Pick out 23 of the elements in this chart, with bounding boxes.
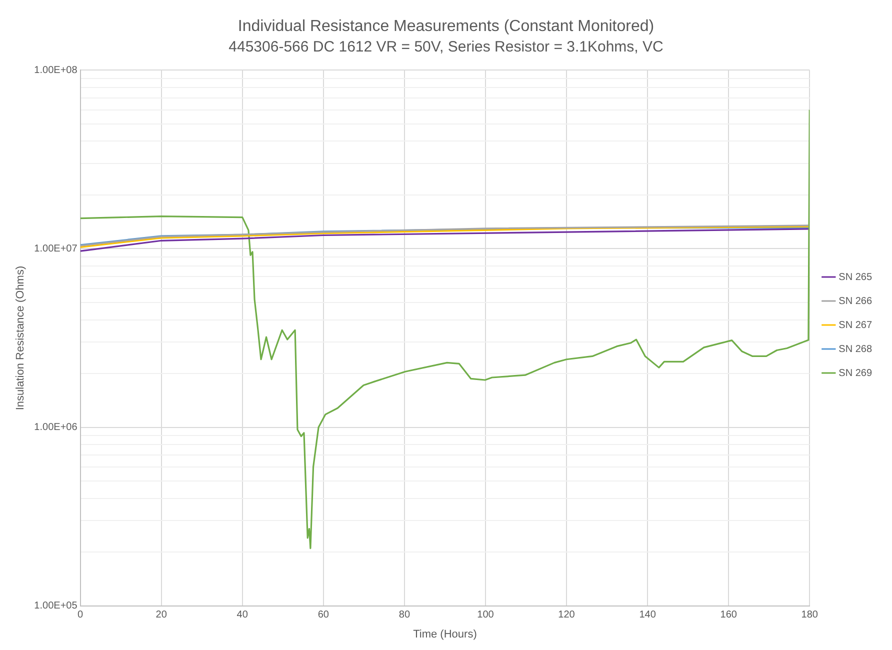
x-tick-label: 140 bbox=[639, 610, 656, 621]
x-tick-label: 80 bbox=[398, 610, 410, 621]
y-tick-label: 1.00E+08 bbox=[34, 64, 78, 76]
y-tick-label: 1.00E+07 bbox=[34, 243, 78, 254]
x-tick-label: 60 bbox=[318, 610, 330, 621]
legend-label: SN 268 bbox=[838, 344, 872, 355]
x-tick-label: 40 bbox=[236, 610, 248, 621]
x-axis-title: Time (Hours) bbox=[413, 628, 477, 640]
x-tick-label: 0 bbox=[78, 610, 84, 621]
legend-label: SN 266 bbox=[838, 296, 872, 307]
legend-label: SN 265 bbox=[838, 272, 872, 283]
y-axis-title: Insulation Resistance (Ohms) bbox=[14, 266, 27, 410]
x-tick-label: 180 bbox=[801, 610, 818, 621]
x-tick-label: 120 bbox=[558, 610, 576, 621]
y-tick-label: 1.00E+05 bbox=[34, 600, 78, 612]
chart-subtitle: 445306-566 DC 1612 VR = 50V, Series Resistor = 3.1Kohms, VC bbox=[228, 38, 664, 56]
x-tick-label: 160 bbox=[720, 610, 738, 621]
legend-label: SN 267 bbox=[838, 320, 872, 331]
chart-title: Individual Resistance Measurements (Constant Monitored) bbox=[238, 18, 654, 36]
x-tick-label: 20 bbox=[156, 610, 168, 621]
x-tick-label: 100 bbox=[477, 610, 494, 621]
y-tick-label: 1.00E+06 bbox=[34, 422, 78, 434]
legend-label: SN 269 bbox=[838, 368, 872, 379]
